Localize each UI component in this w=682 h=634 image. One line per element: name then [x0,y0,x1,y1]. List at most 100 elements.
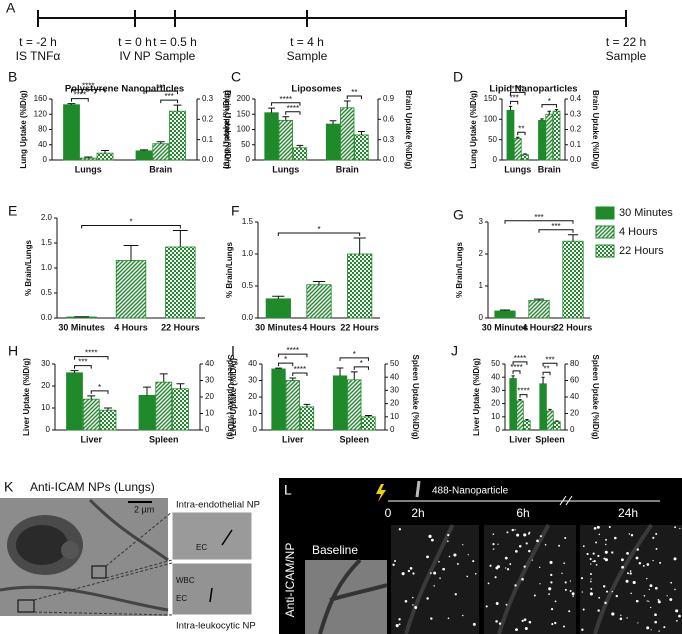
y2-tick-label: 0.3 [383,135,395,144]
time-label: 2h [411,506,424,520]
np-spot [412,604,414,606]
np-spot [495,620,498,623]
np-spot [561,572,563,575]
np-spot [515,628,518,632]
error-bar [172,230,188,247]
timeline-time: t = 22 h [606,35,646,49]
y-tick-label: 0 [479,313,484,322]
np-spot [564,588,567,591]
y2-axis-label: Brain Uptake (%ID/g) [223,90,232,169]
y-tick-label: 30 [491,386,500,395]
error-bar [296,144,304,148]
np-spot [398,528,402,531]
x-tick-label: 30 Minutes [255,322,302,332]
np-spot [467,554,469,556]
error-bar [173,104,182,112]
bar [562,240,584,319]
y2-tick-label: 0.0 [202,155,214,164]
y2-tick-label: 40 [390,372,399,381]
np-spot [539,535,542,538]
np-spot [558,544,561,547]
np-spot [619,617,623,621]
inset-caption: Intra-endothelial NP [176,500,260,511]
np-spot [649,606,652,609]
np-spot [430,617,433,620]
np-spot [673,557,677,561]
y-axis-label: Liver Uptake (%ID/g) [22,358,31,436]
np-spot [426,597,429,600]
error-bar [508,105,513,111]
error-bar [511,375,515,379]
np-spot [572,595,574,597]
np-spot [603,557,606,560]
np-spot [595,563,598,566]
bar [354,134,369,161]
np-spot [655,547,658,550]
y2-tick-label: 0.4 [570,94,582,103]
significance-bracket [509,91,526,96]
np-spot [426,555,429,559]
y2-tick-label: 20 [205,392,214,401]
error-bar [268,107,275,113]
np-spot [654,613,657,617]
np-spot [394,560,396,562]
np-spot [642,565,645,567]
bar [79,157,97,161]
np-spot [398,623,401,626]
legend-label: 4 Hours [619,226,658,238]
significance-label: * [317,225,320,234]
y2-tick-label: 40 [205,359,214,368]
np-spot [447,540,449,543]
y2-axis-label: Spleen Uptake (%ID/g) [411,355,420,440]
bar [513,138,522,161]
x-tick-label: 4 Hours [302,322,336,332]
error-bar [516,136,520,139]
error-bar [518,399,522,401]
error-bar [353,237,366,254]
np-spot [548,587,552,591]
np-spot [580,577,584,580]
error-bar [70,370,79,373]
np-spot [554,600,557,603]
bar [325,123,341,161]
np-spot [592,552,595,555]
np-arrow [209,587,213,603]
y-tick-label: 1.5 [242,217,254,226]
np-spot [649,584,653,588]
y-tick-label: 150 [484,94,498,103]
np-spot [590,587,593,590]
np-spot [604,558,608,562]
np-spot [505,603,508,606]
y-tick-label: 100 [484,114,498,123]
np-spot [498,622,502,625]
y-axis-label: % Brain/Lungs [455,241,464,298]
significance-label: **** [512,84,524,93]
np-spot [528,532,530,535]
y-tick-label: 20 [491,399,500,408]
np-spot [494,576,497,579]
np-spot [628,533,631,535]
significance-bracket [292,372,308,377]
significance-bracket [74,356,109,360]
error-bar [282,116,290,121]
x-tick-label: Liver [282,434,304,444]
np-spot [433,571,437,575]
bar [63,104,80,161]
error-bar [343,100,351,108]
np-spot [539,583,541,585]
y-tick-label: 0 [46,425,51,434]
significance-label: **** [287,104,299,113]
bar [299,406,315,431]
np-spot [593,526,597,530]
np-spot [466,575,469,578]
y2-tick-label: 0.0 [570,155,582,164]
np-spot [652,559,654,562]
np-spot [636,548,639,551]
error-bar [140,149,148,151]
bar [264,112,279,161]
x-tick-label: Brain [538,164,561,174]
y-tick-label: 160 [34,94,48,103]
y-tick-label: 30 [248,376,257,385]
significance-bracket [271,102,301,106]
np-spot [515,550,518,553]
